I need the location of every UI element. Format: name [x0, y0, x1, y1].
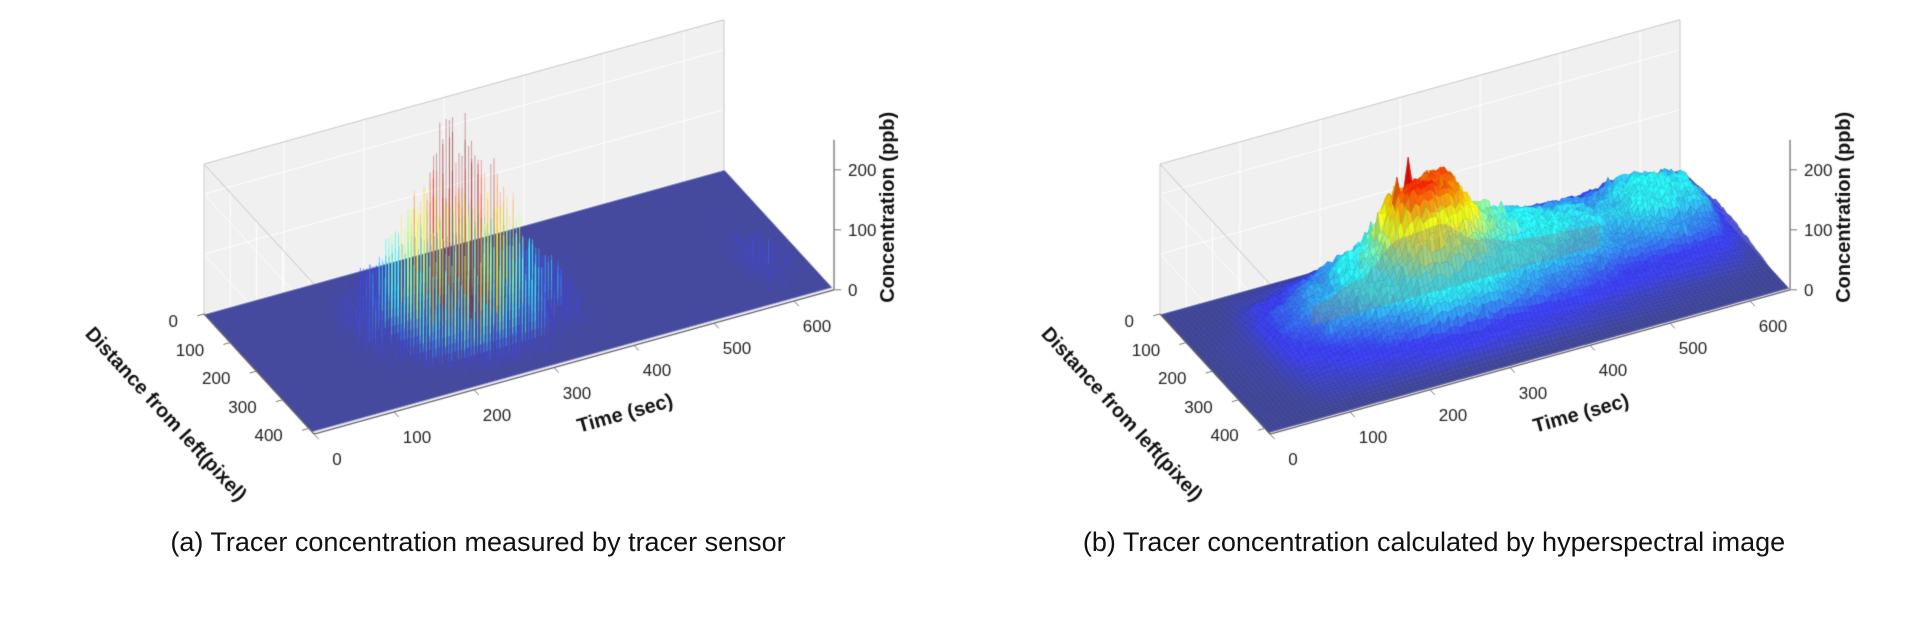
surface-plot-canvas-a: [18, 6, 938, 521]
panel-b: (b) Tracer concentration calculated by h…: [956, 0, 1912, 623]
surface-plot-canvas-b: [974, 6, 1894, 521]
caption-a: (a) Tracer concentration measured by tra…: [170, 527, 786, 557]
surface-plot-a: [18, 6, 938, 521]
surface-plot-b: [974, 6, 1894, 521]
caption-b: (b) Tracer concentration calculated by h…: [1082, 527, 1786, 557]
panel-a: (a) Tracer concentration measured by tra…: [18, 6, 938, 557]
